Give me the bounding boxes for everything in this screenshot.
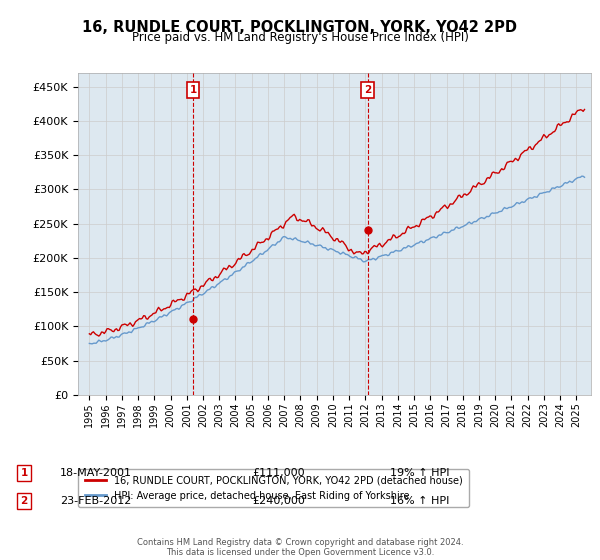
Text: 16% ↑ HPI: 16% ↑ HPI [390, 496, 449, 506]
Text: 2: 2 [20, 496, 28, 506]
Text: 2: 2 [364, 85, 371, 95]
Text: 1: 1 [190, 85, 197, 95]
Text: 23-FEB-2012: 23-FEB-2012 [60, 496, 131, 506]
Text: 19% ↑ HPI: 19% ↑ HPI [390, 468, 449, 478]
Text: 16, RUNDLE COURT, POCKLINGTON, YORK, YO42 2PD: 16, RUNDLE COURT, POCKLINGTON, YORK, YO4… [83, 20, 517, 35]
Text: £240,000: £240,000 [252, 496, 305, 506]
Text: 18-MAY-2001: 18-MAY-2001 [60, 468, 132, 478]
Text: 1: 1 [20, 468, 28, 478]
Legend: 16, RUNDLE COURT, POCKLINGTON, YORK, YO42 2PD (detached house), HPI: Average pri: 16, RUNDLE COURT, POCKLINGTON, YORK, YO4… [78, 469, 469, 507]
Text: Contains HM Land Registry data © Crown copyright and database right 2024.
This d: Contains HM Land Registry data © Crown c… [137, 538, 463, 557]
Text: £111,000: £111,000 [252, 468, 305, 478]
Text: Price paid vs. HM Land Registry's House Price Index (HPI): Price paid vs. HM Land Registry's House … [131, 31, 469, 44]
